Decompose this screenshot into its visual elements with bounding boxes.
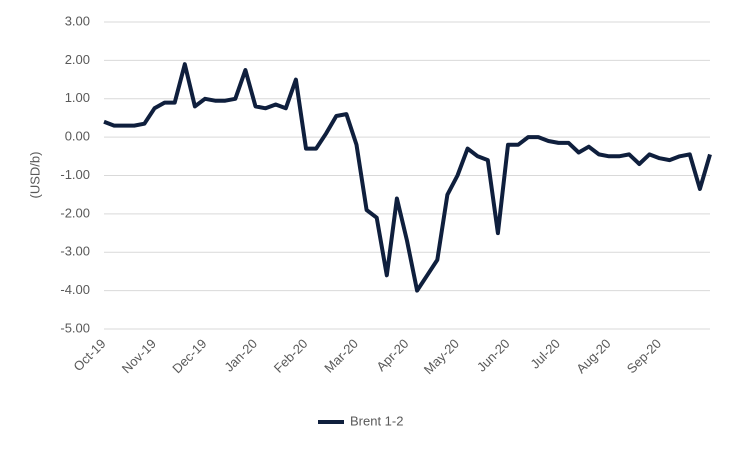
y-tick-label: 3.00 xyxy=(65,13,90,28)
x-tick-label: Oct-19 xyxy=(70,336,108,374)
y-tick-label: -4.00 xyxy=(60,282,90,297)
y-tick-label: -5.00 xyxy=(60,320,90,335)
x-tick-label: Dec-19 xyxy=(169,336,209,376)
y-tick-label: -1.00 xyxy=(60,167,90,182)
y-tick-label: -2.00 xyxy=(60,205,90,220)
x-tick-label: May-20 xyxy=(421,336,462,377)
x-tick-label: Jan-20 xyxy=(221,336,260,375)
y-axis-label: (USD/b) xyxy=(27,152,42,199)
x-tick-label: Jul-20 xyxy=(527,336,563,372)
legend-label: Brent 1-2 xyxy=(350,413,403,428)
x-tick-label: Sep-20 xyxy=(624,336,664,376)
y-tick-label: -3.00 xyxy=(60,244,90,259)
y-tick-label: 2.00 xyxy=(65,52,90,67)
x-tick-label: Feb-20 xyxy=(271,336,311,376)
x-tick-label: Apr-20 xyxy=(373,336,411,374)
y-tick-label: 1.00 xyxy=(65,90,90,105)
y-tick-label: 0.00 xyxy=(65,129,90,144)
x-tick-label: Nov-19 xyxy=(119,336,159,376)
data-line xyxy=(103,62,712,293)
x-tick-label: Jun-20 xyxy=(474,336,513,375)
x-tick-label: Mar-20 xyxy=(321,336,361,376)
x-tick-label: Aug-20 xyxy=(573,336,613,376)
